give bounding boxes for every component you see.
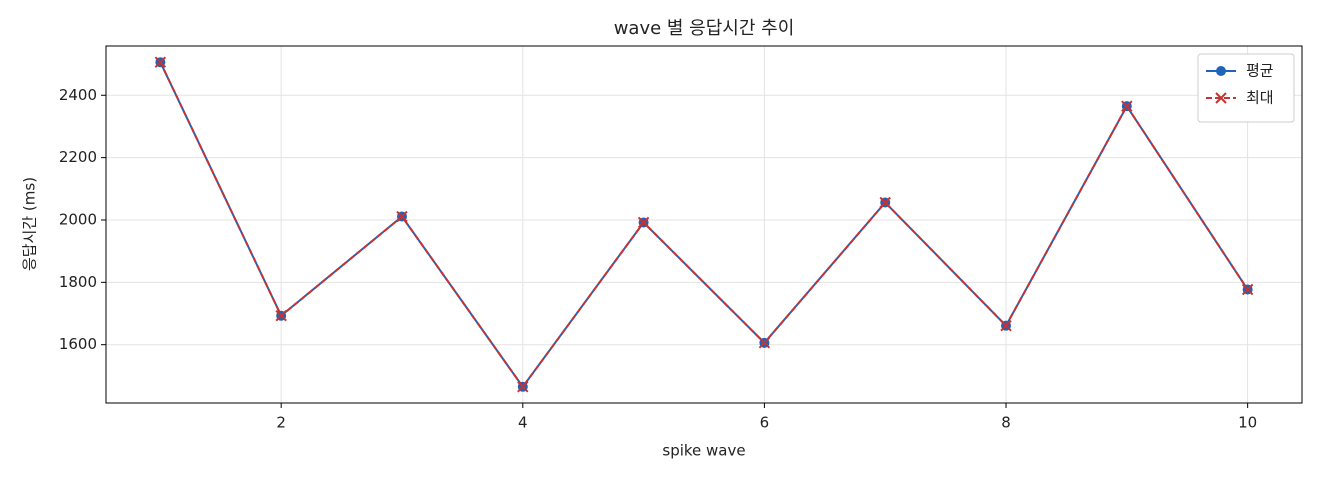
legend-marker <box>1215 92 1227 104</box>
x-tick-label: 10 <box>1238 414 1257 432</box>
y-tick-label: 2400 <box>59 86 97 104</box>
y-tick-label: 1600 <box>59 335 97 353</box>
data-point <box>1000 319 1012 332</box>
data-point <box>1121 100 1133 112</box>
data-line <box>159 61 1249 389</box>
data-point <box>517 381 529 393</box>
data-point <box>396 210 408 223</box>
data-point <box>275 309 287 322</box>
data-line <box>159 61 1249 389</box>
data-point <box>879 196 891 209</box>
legend-marker <box>1216 66 1226 76</box>
x-tick-label: 4 <box>518 414 528 432</box>
chart-title: wave 별 응답시간 추이 <box>614 18 795 39</box>
x-tick-label: 8 <box>1001 414 1011 432</box>
y-tick-label: 2000 <box>59 210 97 228</box>
data-point <box>1241 283 1254 296</box>
x-axis-label: spike wave <box>662 442 745 460</box>
x-tick-label: 6 <box>760 414 770 432</box>
legend-label: 평균 <box>1246 62 1274 80</box>
data-point <box>637 216 650 229</box>
data-point <box>758 337 771 349</box>
legend-label: 최대 <box>1246 89 1274 107</box>
y-tick-label: 2200 <box>59 148 97 166</box>
y-axis-label: 응답시간 (ms) <box>21 177 39 271</box>
data-point <box>154 56 167 68</box>
x-tick-label: 2 <box>276 414 286 432</box>
plot-frame <box>105 45 1303 404</box>
y-tick-label: 1800 <box>59 273 97 291</box>
